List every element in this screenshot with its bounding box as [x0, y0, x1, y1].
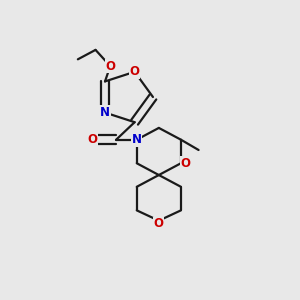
Text: N: N — [132, 133, 142, 146]
Text: O: O — [88, 133, 98, 146]
Text: N: N — [100, 106, 110, 119]
Text: O: O — [130, 65, 140, 78]
Text: O: O — [180, 157, 190, 170]
Text: O: O — [154, 217, 164, 230]
Text: O: O — [105, 60, 115, 73]
